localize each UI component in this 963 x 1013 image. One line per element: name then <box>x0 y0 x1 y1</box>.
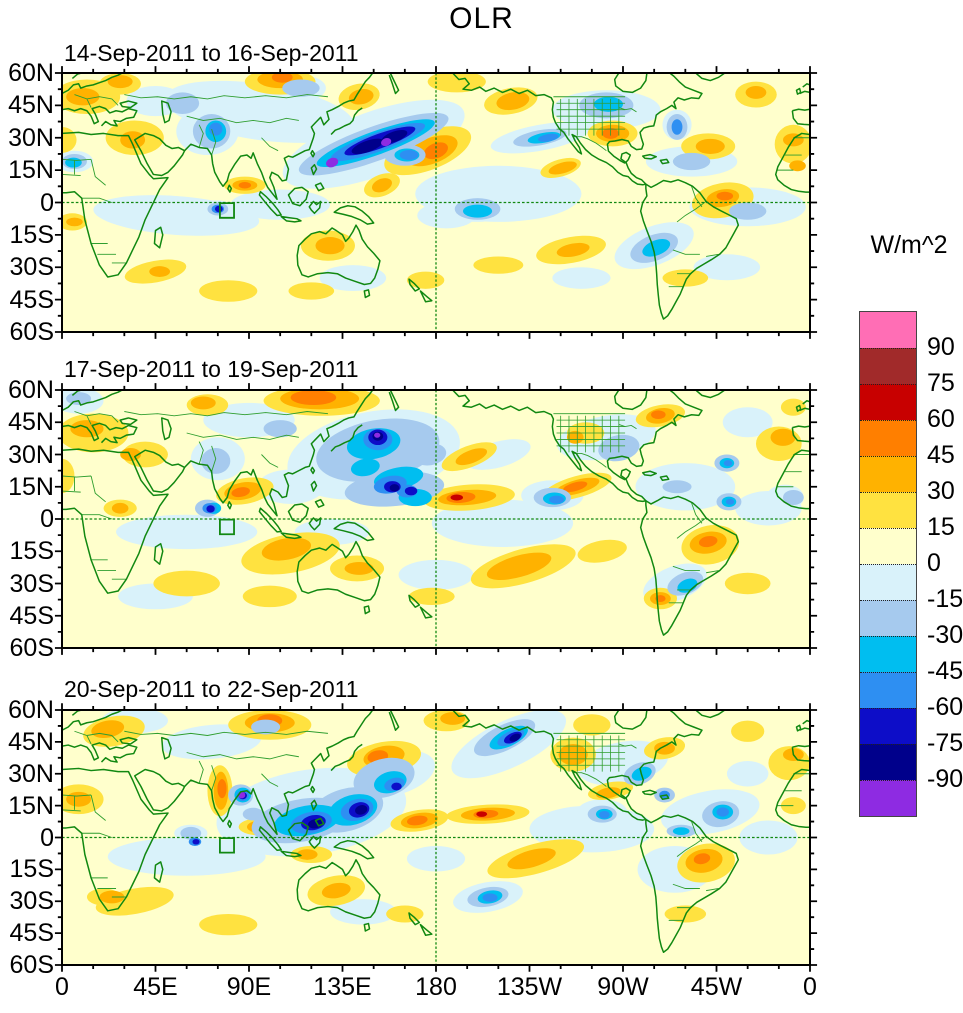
lon-tick-label: 45E <box>133 973 178 1001</box>
colorbar-box <box>860 456 916 492</box>
colorbar-tick-label: 15 <box>927 513 955 541</box>
colorbar-tick-label: -15 <box>927 585 963 613</box>
lat-tick-label: 60N <box>8 696 54 724</box>
map-panel-2 <box>62 390 810 648</box>
lat-tick-label: 30N <box>8 123 54 152</box>
lat-tick-label: 45S <box>9 919 54 948</box>
colorbar-box <box>860 744 916 780</box>
lat-tick-label: 30N <box>8 759 54 788</box>
lat-tick-label: 60S <box>9 951 54 979</box>
colorbar-box <box>860 348 916 384</box>
lat-tick-label: 0 <box>40 505 54 533</box>
lat-tick-label: 30S <box>9 569 54 598</box>
colorbar-box <box>860 600 916 636</box>
lat-tick-label: 15N <box>8 791 54 820</box>
colorbar-box <box>860 636 916 672</box>
lat-tick-label: 45N <box>8 727 54 756</box>
colorbar-tick-label: -30 <box>927 621 963 649</box>
colorbar-tick-label: 90 <box>927 333 955 361</box>
lon-tick-label: 180 <box>415 973 457 1001</box>
colorbar <box>859 311 917 817</box>
lat-tick-label: 60N <box>8 59 54 87</box>
lat-tick-label: 0 <box>40 188 54 217</box>
panel-1-title: 14-Sep-2011 to 16-Sep-2011 <box>64 40 359 66</box>
lat-tick-label: 45S <box>9 285 54 314</box>
lon-tick-label: 135E <box>313 973 372 1001</box>
colorbar-box <box>860 492 916 528</box>
lon-tick-label: 0 <box>803 973 817 1001</box>
lat-tick-label: 60N <box>8 376 54 404</box>
map-panel-1-plot <box>62 73 810 332</box>
colorbar-tick-label: 60 <box>927 405 955 433</box>
lat-tick-label: 30N <box>8 440 54 469</box>
panel-3-title: 20-Sep-2011 to 22-Sep-2011 <box>64 676 359 702</box>
map-panel-2-plot <box>62 390 810 648</box>
lat-tick-label: 0 <box>40 823 54 852</box>
colorbar-box <box>860 528 916 564</box>
lat-tick-label: 45N <box>8 91 54 120</box>
lon-tick-label: 45W <box>690 973 743 1001</box>
lat-tick-label: 45S <box>9 601 54 630</box>
lat-tick-label: 30S <box>9 253 54 282</box>
colorbar-box <box>860 564 916 600</box>
colorbar-tick-label: -75 <box>927 729 963 757</box>
colorbar-tick-label: 75 <box>927 369 955 397</box>
colorbar-box <box>860 780 916 816</box>
lon-tick-label: 0 <box>55 973 69 1001</box>
lat-tick-label: 15N <box>8 156 54 185</box>
lat-tick-label: 30S <box>9 887 54 916</box>
map-panel-3-plot <box>62 710 810 965</box>
colorbar-tick-label: 0 <box>927 549 941 577</box>
figure-title: OLR <box>449 2 514 35</box>
colorbar-box <box>860 384 916 420</box>
map-panel-1 <box>62 73 810 332</box>
panel-2-title: 17-Sep-2011 to 19-Sep-2011 <box>64 356 359 382</box>
lat-tick-label: 45N <box>8 408 54 437</box>
lon-tick-label: 90E <box>226 973 272 1001</box>
lat-tick-label: 60S <box>9 318 54 346</box>
lat-tick-label: 60S <box>9 634 54 662</box>
colorbar-box <box>860 420 916 456</box>
lat-tick-label: 15N <box>8 472 54 501</box>
colorbar-units-label: W/m^2 <box>870 231 948 259</box>
lon-tick-label: 135W <box>496 973 563 1001</box>
colorbar-box <box>860 708 916 744</box>
colorbar-tick-label: -60 <box>927 693 963 721</box>
map-panel-3 <box>62 710 810 965</box>
colorbar-tick-label: 45 <box>927 441 955 469</box>
colorbar-tick-label: -90 <box>927 765 963 793</box>
lat-tick-label: 15S <box>9 220 54 249</box>
colorbar-box <box>860 312 916 348</box>
colorbar-tick-label: -45 <box>927 657 963 685</box>
colorbar-tick-label: 30 <box>927 477 955 505</box>
lat-tick-label: 15S <box>9 855 54 884</box>
colorbar-box <box>860 672 916 708</box>
lat-tick-label: 15S <box>9 537 54 566</box>
lon-tick-label: 90W <box>597 973 649 1001</box>
